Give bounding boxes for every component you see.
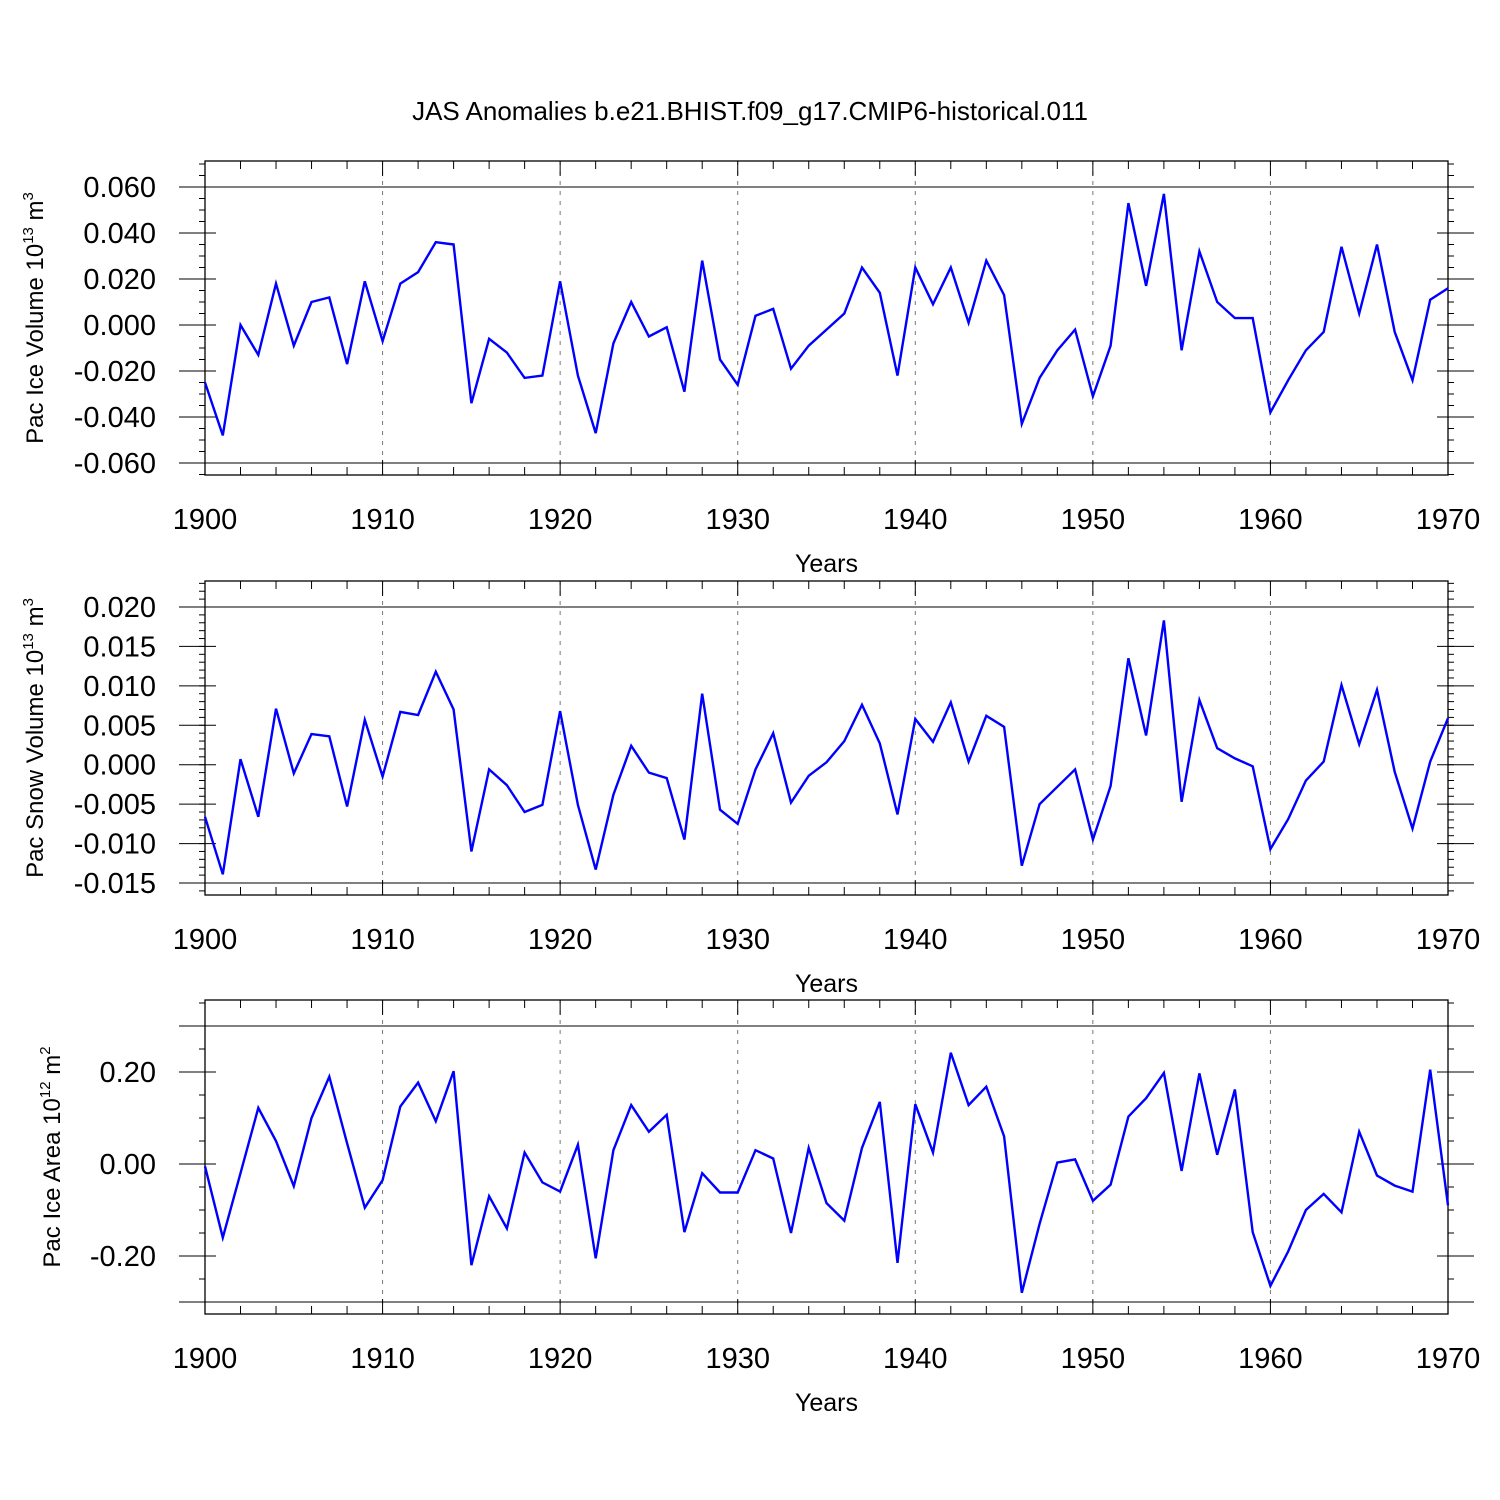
x-tick-label: 1940 <box>883 924 948 956</box>
y-tick-label: 0.015 <box>83 631 156 663</box>
y-axis-title-main: Pac Snow Volume 10 <box>22 650 49 878</box>
x-axis-title: Years <box>795 970 858 998</box>
x-tick-label: 1930 <box>705 504 770 536</box>
x-tick-label: 1940 <box>883 1343 948 1375</box>
x-tick-label: 1930 <box>705 1343 770 1375</box>
y-axis-title-unit: m <box>22 200 49 227</box>
panel-ice-volume: 1900 1910 1920 1930 1940 1950 1960 1970 Years -0.… <box>20 160 1481 578</box>
x-axis-title: Years <box>795 1389 858 1417</box>
y-axis-title-unit-exp: 2 <box>37 1046 54 1054</box>
y-tick-label: 0.060 <box>83 172 156 204</box>
x-tick-label: 1970 <box>1416 1343 1481 1375</box>
plot-frame <box>204 580 1449 896</box>
x-tick-label: 1950 <box>1061 504 1126 536</box>
x-tick-label: 1900 <box>173 504 238 536</box>
y-axis-title-exp: 13 <box>20 633 37 650</box>
plot-frame <box>204 160 1449 476</box>
x-tick-label: 1950 <box>1061 1343 1126 1375</box>
x-tick-label: 1940 <box>883 504 948 536</box>
y-tick-label: -0.015 <box>74 868 156 900</box>
y-axis-title-unit-exp: 3 <box>20 598 37 606</box>
y-axis-title-exp: 12 <box>37 1081 54 1098</box>
y-axis-title: Pac Ice Area 1012 m2 <box>37 1046 66 1267</box>
y-axis-title-unit: m <box>39 1055 66 1082</box>
y-axis-title: Pac Snow Volume 1013 m3 <box>20 598 49 878</box>
x-tick-label: 1920 <box>528 1343 593 1375</box>
y-axis-title-unit: m <box>22 606 49 633</box>
x-tick-label: 1960 <box>1238 1343 1303 1375</box>
x-tick-label: 1950 <box>1061 924 1126 956</box>
x-tick-label: 1900 <box>173 1343 238 1375</box>
y-axis-title-main: Pac Ice Volume 10 <box>22 244 49 444</box>
x-tick-label: 1920 <box>528 924 593 956</box>
plot-frame <box>204 999 1449 1315</box>
x-tick-label: 1960 <box>1238 504 1303 536</box>
y-tick-label: -0.20 <box>90 1241 156 1273</box>
y-tick-label: -0.060 <box>74 448 156 480</box>
y-tick-label: 0.020 <box>83 264 156 296</box>
y-tick-label: 0.00 <box>100 1149 156 1181</box>
series-line <box>203 193 1449 436</box>
y-axis-title-exp: 13 <box>20 227 37 244</box>
y-axis-title-main: Pac Ice Area 10 <box>39 1098 66 1267</box>
panel-snow-volume: 1900 1910 1920 1930 1940 1950 1960 1970 Years -0.… <box>20 580 1481 998</box>
y-axis-title: Pac Ice Volume 1013 m3 <box>20 192 49 444</box>
y-tick-label: 0.000 <box>83 750 156 782</box>
x-tick-label: 1930 <box>705 924 770 956</box>
panel-ice-area: 1900 1910 1920 1930 1940 1950 1960 1970 Years -0.… <box>37 999 1481 1417</box>
y-tick-label: 0.010 <box>83 671 156 703</box>
y-tick-label: 0.020 <box>83 592 156 624</box>
y-tick-label: -0.020 <box>74 356 156 388</box>
x-axis-title: Years <box>795 550 858 578</box>
series-line <box>203 1052 1450 1294</box>
series-line <box>203 620 1450 875</box>
x-tick-label: 1960 <box>1238 924 1303 956</box>
x-tick-label: 1970 <box>1416 504 1481 536</box>
x-tick-label: 1920 <box>528 504 593 536</box>
x-tick-label: 1970 <box>1416 924 1481 956</box>
y-tick-label: 0.040 <box>83 218 156 250</box>
y-tick-label: -0.040 <box>74 402 156 434</box>
x-tick-label: 1910 <box>350 1343 415 1375</box>
x-tick-label: 1910 <box>350 924 415 956</box>
y-tick-label: 0.005 <box>83 710 156 742</box>
y-tick-label: -0.010 <box>74 829 156 861</box>
y-tick-label: 0.000 <box>83 310 156 342</box>
page-title: JAS Anomalies b.e21.BHIST.f09_g17.CMIP6-… <box>412 96 1088 126</box>
y-axis-title-unit-exp: 3 <box>20 192 37 200</box>
y-tick-label: -0.005 <box>74 789 156 821</box>
x-tick-label: 1910 <box>350 504 415 536</box>
y-tick-label: 0.20 <box>100 1057 156 1089</box>
x-tick-label: 1900 <box>173 924 238 956</box>
